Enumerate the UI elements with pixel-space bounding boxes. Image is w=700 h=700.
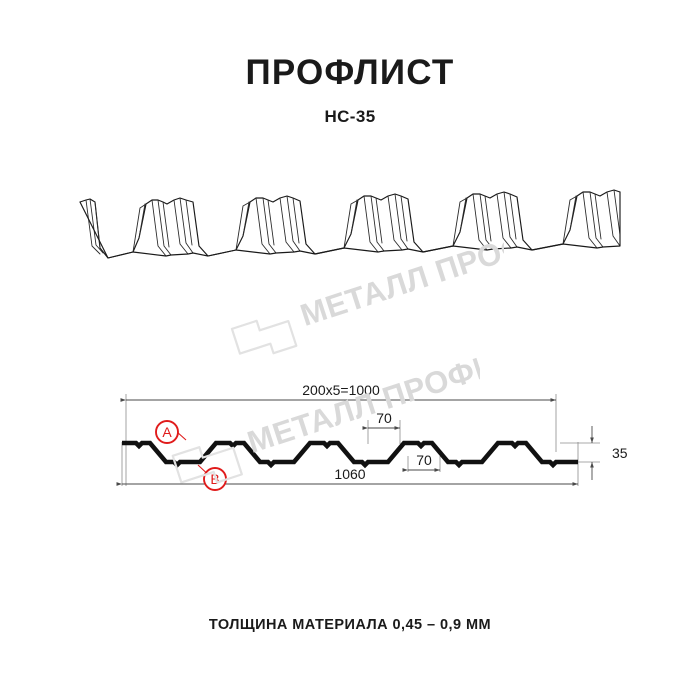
callout-a-circle xyxy=(155,420,179,444)
dimension-overall-width: 1060 xyxy=(116,466,578,486)
dimension-profile-height: 35 xyxy=(590,426,628,480)
dimension-overall-modules-label: 200x5=1000 xyxy=(302,382,380,398)
dimension-bottom-valley: 70 xyxy=(402,452,440,472)
dimension-top-flange: 70 xyxy=(362,410,400,430)
material-thickness-note: ТОЛЩИНА МАТЕРИАЛА 0,45 – 0,9 ММ xyxy=(208,617,492,633)
dimension-profile-height-label: 35 xyxy=(612,445,628,461)
callout-b-letter: B xyxy=(210,471,219,487)
profile-cross-section-drawing: 200x5=1000 70 70 1060 35 xyxy=(116,382,628,491)
callout-a: A xyxy=(155,420,187,444)
perspective-view xyxy=(0,180,700,320)
cross-section-view: 200x5=1000 70 70 1060 35 xyxy=(0,380,700,510)
dimension-bottom-valley-label: 70 xyxy=(416,452,432,468)
corrugated-sheet-3d-icon xyxy=(79,189,621,259)
header: ПРОФЛИСТ НС-35 xyxy=(0,55,700,125)
dimension-overall-width-label: 1060 xyxy=(334,466,365,482)
dimension-top-flange-label: 70 xyxy=(376,410,392,426)
callout-b: B xyxy=(197,464,227,491)
profile-polyline xyxy=(122,440,578,469)
page-title: ПРОФЛИСТ xyxy=(245,53,455,92)
product-code: НС-35 xyxy=(324,107,376,126)
dimension-overall-modules: 200x5=1000 xyxy=(120,382,556,402)
footer: ТОЛЩИНА МАТЕРИАЛА 0,45 – 0,9 ММ xyxy=(0,618,700,633)
callout-a-letter: A xyxy=(162,424,172,440)
